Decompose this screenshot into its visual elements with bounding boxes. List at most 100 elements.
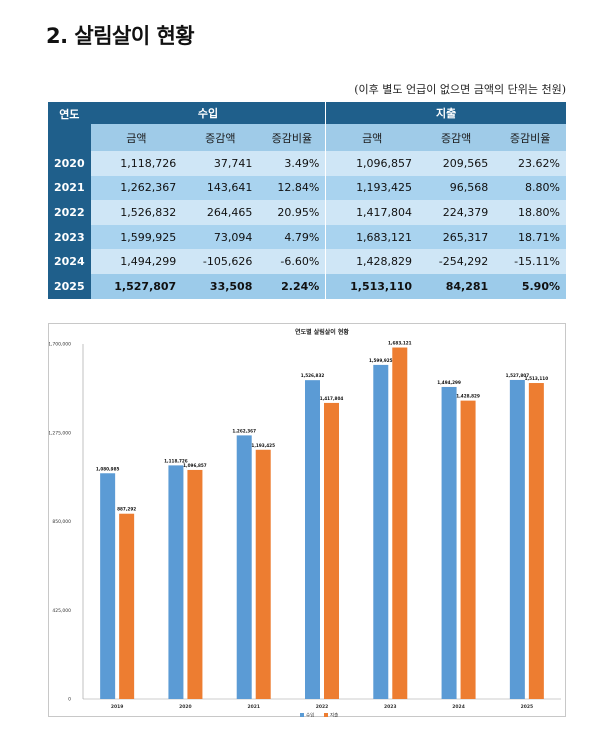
- expense-data-label: 1,513,110: [525, 376, 549, 381]
- expense-rate-header: 증감비율: [494, 124, 566, 151]
- expense-change-cell: 209,565: [418, 151, 495, 176]
- expense-data-label: 887,292: [117, 507, 136, 512]
- income-amount-cell: 1,262,367: [90, 175, 183, 201]
- income-data-label: 1,080,985: [96, 466, 120, 471]
- expense-bar: [460, 400, 476, 699]
- income-amount-cell: 1,118,726: [90, 151, 183, 176]
- expense-data-label: 1,096,857: [183, 463, 207, 468]
- expense-change-cell: -254,292: [418, 249, 495, 274]
- income-legend-swatch: [300, 713, 304, 717]
- income-bar: [509, 379, 525, 699]
- table-row: 2020 1,118,726 37,741 3.49% 1,096,857 209,565…: [48, 151, 566, 176]
- expense-bar: [528, 383, 544, 699]
- expense-amount-cell: 1,683,121: [325, 224, 419, 250]
- income-bar: [373, 364, 389, 699]
- expense-data-label: 1,417,804: [320, 396, 344, 401]
- income-amount-cell: 1,527,807: [90, 273, 183, 299]
- y-tick-label: 1,700,000: [49, 342, 71, 348]
- finance-table: 연도 수입 지출 금액 증감액 증감비율 금액 증감액 증감비율 2020 1,1…: [48, 102, 566, 299]
- bar-chart: 연도별 살림살이 현황 0 425,000 850,000 1,275,000 1,700…: [49, 328, 561, 718]
- expense-rate-cell: 5.90%: [494, 273, 566, 299]
- income-rate-cell: 20.95%: [258, 200, 326, 225]
- expense-rate-cell: 23.62%: [494, 151, 566, 176]
- year-cell: 2025: [48, 273, 91, 299]
- income-rate-cell: 3.49%: [258, 151, 326, 176]
- expense-group-header: 지출: [325, 102, 566, 124]
- income-change-cell: 37,741: [182, 151, 259, 176]
- expense-amount-cell: 1,096,857: [325, 151, 419, 176]
- expense-amount-cell: 1,428,829: [325, 249, 419, 274]
- table-row: 2025 1,527,807 33,508 2.24% 1,513,110 84,281 5…: [48, 273, 566, 299]
- chart-container: 연도별 살림살이 현황 0 425,000 850,000 1,275,000 1,700…: [48, 323, 566, 718]
- income-rate-cell: 4.79%: [258, 224, 326, 250]
- income-change-header: 증감액: [182, 124, 259, 151]
- year-cell: 2024: [48, 249, 91, 274]
- x-tick-label: 2020: [179, 704, 192, 710]
- expense-data-label: 1,193,425: [251, 443, 275, 448]
- income-change-cell: 33,508: [182, 273, 259, 299]
- expense-rate-cell: 18.80%: [494, 200, 566, 225]
- expense-change-cell: 96,568: [418, 175, 495, 201]
- income-data-label: 1,527,807: [506, 373, 530, 378]
- income-bar: [100, 473, 116, 699]
- table-row: 2023 1,599,925 73,094 4.79% 1,683,121 265,317…: [48, 224, 566, 250]
- income-bar: [236, 435, 252, 699]
- income-bar: [305, 380, 320, 699]
- expense-bar: [324, 402, 339, 699]
- year-cell: 2021: [48, 175, 91, 201]
- y-tick-label: 1,275,000: [49, 430, 71, 436]
- expense-legend-swatch: [324, 713, 328, 717]
- expense-change-cell: 265,317: [418, 224, 495, 250]
- chart-title: 연도별 살림살이 현황: [295, 328, 349, 336]
- expense-data-label: 1,683,121: [388, 341, 412, 346]
- expense-rate-cell: 18.71%: [494, 224, 566, 250]
- y-tick-label: 425,000: [52, 608, 71, 614]
- income-rate-cell: 2.24%: [258, 273, 326, 299]
- income-change-cell: -105,626: [182, 249, 259, 274]
- expense-data-label: 1,428,829: [456, 394, 480, 399]
- unit-note: (이후 별도 언급이 없으면 금액의 단위는 천원): [354, 83, 566, 96]
- expense-legend-label: 지출: [330, 712, 338, 718]
- expense-rate-cell: 8.80%: [494, 175, 566, 201]
- income-amount-cell: 1,526,832: [90, 200, 183, 225]
- income-rate-cell: -6.60%: [258, 249, 326, 274]
- expense-amount-cell: 1,417,804: [325, 200, 419, 225]
- income-data-label: 1,118,726: [164, 458, 188, 463]
- x-tick-label: 2024: [452, 704, 465, 710]
- income-amount-cell: 1,599,925: [90, 224, 183, 250]
- expense-change-header: 증감액: [418, 124, 495, 151]
- income-change-cell: 264,465: [182, 200, 259, 225]
- income-data-label: 1,262,367: [232, 428, 256, 433]
- income-bar: [168, 465, 184, 699]
- x-tick-label: 2025: [521, 704, 534, 710]
- page-heading: 2. 살림살이 현황: [46, 24, 195, 48]
- year-cell: 2023: [48, 224, 91, 250]
- year-cell: 2022: [48, 200, 91, 225]
- expense-change-cell: 84,281: [418, 273, 495, 299]
- expense-amount-cell: 1,193,425: [325, 175, 419, 201]
- income-rate-cell: 12.84%: [258, 175, 326, 201]
- expense-change-cell: 224,379: [418, 200, 495, 225]
- income-legend-label: 수입: [306, 712, 314, 718]
- income-rate-header: 증감비율: [258, 124, 326, 151]
- income-data-label: 1,599,925: [369, 358, 393, 363]
- income-data-label: 1,526,832: [301, 373, 325, 378]
- income-group-header: 수입: [90, 102, 326, 124]
- income-amount-header: 금액: [90, 124, 183, 151]
- year-cell: 2020: [48, 151, 91, 176]
- expense-rate-cell: -15.11%: [494, 249, 566, 274]
- x-tick-label: 2023: [384, 704, 397, 710]
- year-header: 연도: [48, 102, 91, 151]
- table-row: 2021 1,262,367 143,641 12.84% 1,193,425 96,56…: [48, 175, 566, 201]
- income-change-cell: 73,094: [182, 224, 259, 250]
- x-tick-label: 2021: [247, 704, 260, 710]
- y-tick-label: 850,000: [52, 519, 71, 525]
- y-tick-label: 0: [68, 697, 71, 703]
- x-tick-label: 2022: [316, 704, 329, 710]
- expense-bar: [255, 449, 271, 699]
- income-bar: [441, 386, 457, 699]
- expense-bar: [119, 513, 135, 699]
- expense-bar: [392, 347, 408, 699]
- x-tick-label: 2019: [111, 704, 124, 710]
- income-change-cell: 143,641: [182, 175, 259, 201]
